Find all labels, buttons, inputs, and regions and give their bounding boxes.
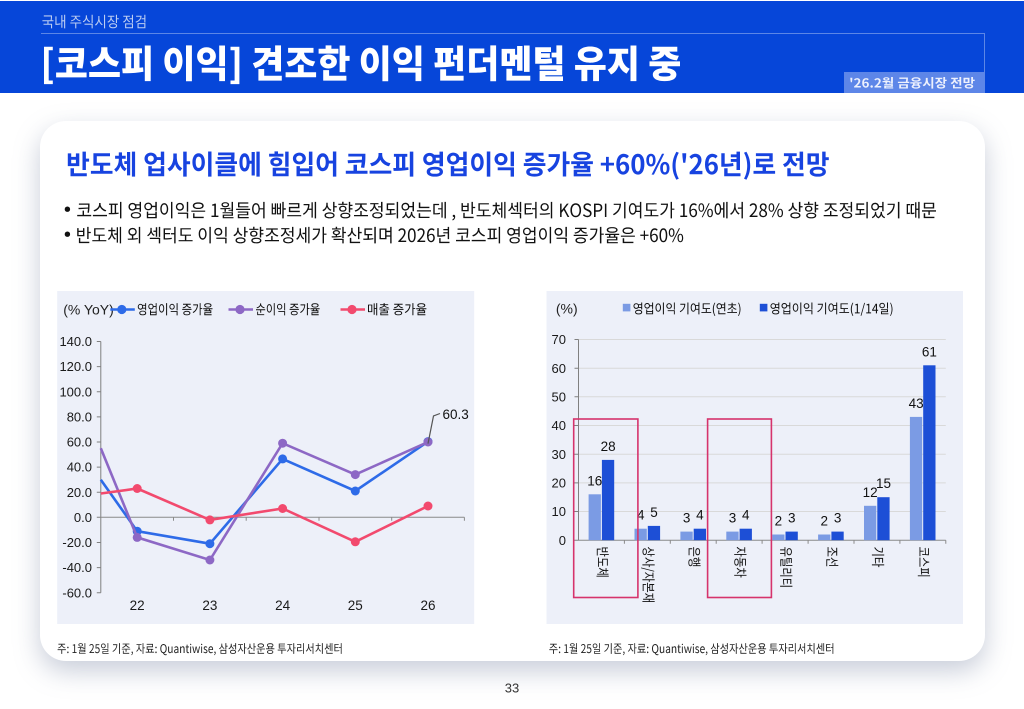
svg-text:0: 0 <box>559 533 566 548</box>
svg-text:22: 22 <box>130 598 145 613</box>
svg-text:80.0: 80.0 <box>67 410 92 425</box>
svg-text:50: 50 <box>552 389 566 404</box>
svg-text:60.0: 60.0 <box>67 435 92 450</box>
svg-text:70: 70 <box>552 332 566 347</box>
svg-text:2: 2 <box>775 514 783 529</box>
svg-text:4: 4 <box>696 508 704 523</box>
svg-text:60: 60 <box>552 361 566 376</box>
svg-text:23: 23 <box>202 598 217 613</box>
svg-text:(% YoY): (% YoY) <box>63 302 114 318</box>
svg-text:120.0: 120.0 <box>59 359 92 374</box>
svg-text:5: 5 <box>650 505 658 520</box>
svg-text:33: 33 <box>505 681 519 696</box>
svg-text:61: 61 <box>922 344 937 359</box>
svg-text:140.0: 140.0 <box>59 334 92 349</box>
svg-text:30: 30 <box>552 447 566 462</box>
svg-text:25: 25 <box>348 598 363 613</box>
svg-text:100.0: 100.0 <box>59 384 92 399</box>
svg-text:4: 4 <box>637 508 645 523</box>
svg-text:43: 43 <box>909 396 924 411</box>
svg-text:15: 15 <box>876 476 891 491</box>
svg-text:2: 2 <box>821 514 829 529</box>
svg-text:20: 20 <box>552 476 566 491</box>
svg-text:3: 3 <box>788 511 796 526</box>
svg-text:-20.0: -20.0 <box>62 535 92 550</box>
svg-text:40: 40 <box>552 418 566 433</box>
svg-text:3: 3 <box>683 511 691 526</box>
svg-text:3: 3 <box>834 511 842 526</box>
svg-text:16: 16 <box>587 473 602 488</box>
svg-text:20.0: 20.0 <box>67 485 92 500</box>
svg-text:40.0: 40.0 <box>67 460 92 475</box>
svg-text:24: 24 <box>275 598 291 613</box>
svg-text:60.3: 60.3 <box>443 407 469 422</box>
svg-text:10: 10 <box>552 504 566 519</box>
svg-text:(%): (%) <box>556 301 578 317</box>
svg-text:4: 4 <box>742 508 750 523</box>
svg-text:28: 28 <box>601 439 616 454</box>
svg-text:26: 26 <box>420 598 435 613</box>
svg-text:0.0: 0.0 <box>74 510 92 525</box>
svg-text:3: 3 <box>729 511 737 526</box>
svg-text:-60.0: -60.0 <box>62 585 92 600</box>
svg-text:12: 12 <box>863 485 878 500</box>
svg-text:-40.0: -40.0 <box>62 560 92 575</box>
